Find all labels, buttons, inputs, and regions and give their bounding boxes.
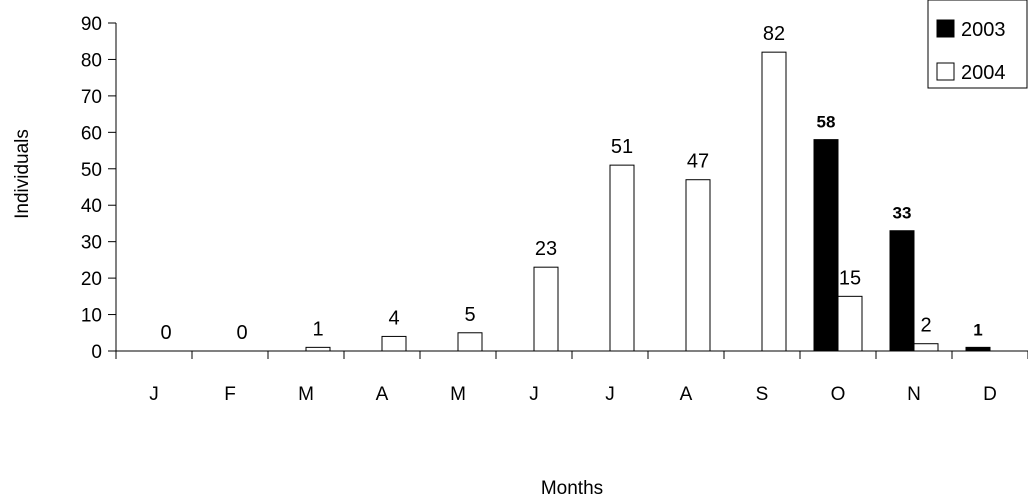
data-label-2004: 2 — [920, 315, 931, 337]
data-label-2004: 15 — [839, 267, 861, 289]
y-axis-title: Individuals — [12, 129, 33, 219]
data-label-2004: 0 — [236, 322, 247, 344]
bar-2004 — [685, 179, 711, 352]
x-tick-label: D — [983, 384, 997, 405]
data-labels: 58 33 1 0 0 1 4 5 23 51 47 82 15 2 — [160, 23, 982, 344]
y-tick-label: 80 — [81, 50, 102, 71]
data-label-2004: 0 — [160, 322, 171, 344]
x-axis-title: Months — [541, 478, 603, 498]
data-label-2004: 1 — [312, 318, 323, 340]
y-tick-label: 30 — [81, 233, 102, 254]
x-tick-label: J — [149, 384, 159, 405]
bar-2004 — [609, 164, 635, 352]
bar-2004 — [533, 266, 559, 352]
x-tick-label: S — [756, 384, 769, 405]
y-tick-label: 40 — [81, 196, 102, 217]
data-label-2004: 5 — [464, 304, 475, 326]
x-tick-label: N — [907, 384, 921, 405]
y-tick-label: 90 — [81, 14, 102, 35]
x-tick-label: J — [529, 384, 539, 405]
y-tick-label: 10 — [81, 306, 102, 327]
data-label-2003: 33 — [893, 204, 912, 223]
bar-2003 — [965, 346, 991, 352]
x-tick-label: M — [450, 384, 466, 405]
y-tick-label: 20 — [81, 269, 102, 290]
bar-2003 — [813, 139, 839, 352]
y-tick-label: 60 — [81, 123, 102, 144]
bar-2004 — [761, 51, 787, 352]
data-label-2004: 51 — [611, 136, 633, 158]
bar-2004 — [381, 335, 407, 352]
data-label-2004: 47 — [687, 151, 709, 173]
x-tick-label: M — [298, 384, 314, 405]
bar-2004 — [837, 295, 863, 352]
bar-2004 — [913, 343, 939, 352]
data-label-2004: 82 — [763, 23, 785, 45]
legend-label-2004: 2004 — [961, 62, 1006, 84]
bar-2004 — [305, 346, 331, 352]
bars — [305, 51, 991, 352]
x-tick-label: J — [605, 384, 615, 405]
data-label-2003: 1 — [973, 320, 982, 339]
bar-2003 — [889, 230, 915, 352]
x-tick-label: A — [376, 384, 389, 405]
x-tick-label: A — [680, 384, 693, 405]
data-label-2004: 4 — [388, 307, 399, 329]
y-tick-label: 50 — [81, 160, 102, 181]
legend-swatch-2004 — [936, 62, 955, 81]
legend-swatch-2003 — [936, 19, 955, 38]
legend-label-2003: 2003 — [961, 19, 1006, 41]
bar-2004 — [457, 332, 483, 352]
y-tick-label: 0 — [91, 342, 102, 363]
y-tick-label: 70 — [81, 87, 102, 108]
data-label-2003: 58 — [817, 113, 836, 132]
y-ticks: 0 10 20 30 40 50 60 70 80 90 — [81, 14, 116, 363]
x-tick-label: O — [831, 384, 846, 405]
legend: 2003 2004 — [927, 0, 1028, 89]
x-tick-label: F — [224, 384, 236, 405]
data-label-2004: 23 — [535, 238, 557, 260]
